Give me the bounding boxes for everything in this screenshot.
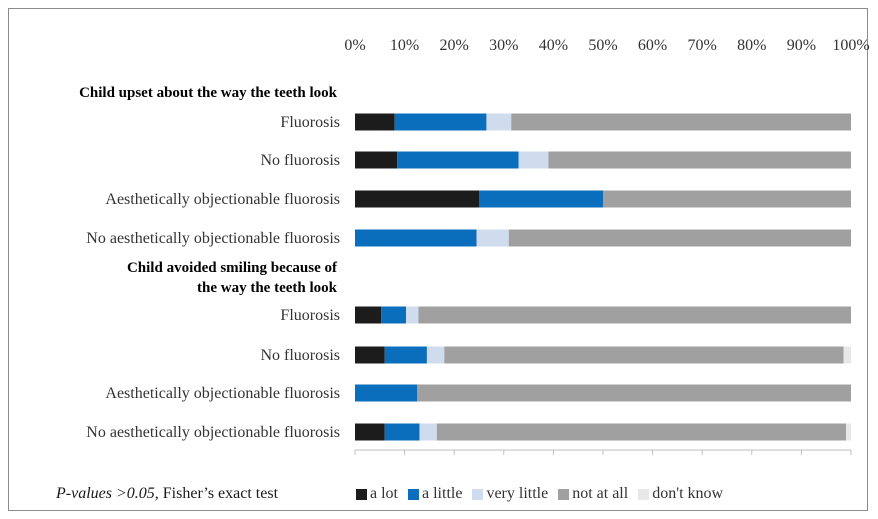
bar-segment bbox=[518, 151, 549, 169]
x-tick-label: 0% bbox=[344, 37, 365, 54]
category-label: No fluorosis bbox=[260, 152, 340, 169]
legend-item: don't know bbox=[638, 485, 723, 503]
legend-label: a lot bbox=[370, 485, 398, 502]
section-title: Child upset about the way the teeth look bbox=[79, 85, 338, 101]
bar-segment bbox=[406, 306, 419, 324]
bar-segment bbox=[355, 151, 398, 169]
category-label: No fluorosis bbox=[260, 347, 340, 364]
bar-segment bbox=[355, 384, 417, 402]
footnote: P-values >0.05, Fisher’s exact test bbox=[56, 485, 278, 503]
x-tick-label: 50% bbox=[588, 37, 617, 54]
bar-segment bbox=[444, 346, 844, 364]
legend-label: not at all bbox=[572, 485, 629, 502]
category-label: Fluorosis bbox=[280, 114, 340, 131]
legend: a lot a little very little not at all don't … bbox=[356, 485, 733, 503]
bar-segment bbox=[384, 423, 420, 441]
bar-segment bbox=[508, 229, 851, 247]
legend-label: very little bbox=[486, 485, 549, 502]
bar-segment bbox=[846, 423, 851, 441]
x-tick-label: 90% bbox=[787, 37, 816, 54]
legend-item: not at all bbox=[558, 485, 628, 503]
bar-segment bbox=[394, 113, 487, 131]
bar-segment bbox=[476, 229, 509, 247]
bar-segment bbox=[426, 346, 445, 364]
bar-segment bbox=[436, 423, 847, 441]
bar-segment bbox=[381, 306, 407, 324]
x-tick-label: 70% bbox=[688, 37, 717, 54]
section-title: the way the teeth look bbox=[197, 280, 338, 296]
bar-segment bbox=[419, 423, 437, 441]
bar-segment bbox=[548, 151, 851, 169]
bar-segment bbox=[479, 190, 603, 208]
x-tick-label: 100% bbox=[832, 37, 869, 54]
x-tick-label: 60% bbox=[638, 37, 667, 54]
x-tick-label: 10% bbox=[390, 37, 419, 54]
category-label: Aesthetically objectionable fluorosis bbox=[105, 385, 340, 402]
legend-label: a little bbox=[422, 485, 463, 502]
bar-segment bbox=[603, 190, 851, 208]
bar-segment bbox=[355, 346, 385, 364]
bar-segment bbox=[384, 346, 427, 364]
legend-item: very little bbox=[472, 485, 548, 503]
bar-segment bbox=[486, 113, 512, 131]
legend-item: a little bbox=[408, 485, 462, 503]
bar-segment bbox=[355, 229, 477, 247]
legend-label: don't know bbox=[652, 485, 724, 502]
x-tick-label: 30% bbox=[489, 37, 518, 54]
bar-segment bbox=[355, 423, 385, 441]
legend-swatch bbox=[638, 488, 650, 500]
legend-swatch bbox=[408, 488, 419, 500]
category-label: No aesthetically objectionable fluorosis bbox=[86, 230, 340, 247]
category-label: No aesthetically objectionable fluorosis bbox=[86, 424, 340, 441]
category-label: Fluorosis bbox=[280, 307, 340, 324]
x-tick-label: 80% bbox=[737, 37, 766, 54]
legend-swatch bbox=[472, 488, 484, 500]
bar-segment bbox=[417, 384, 851, 402]
x-tick-label: 20% bbox=[440, 37, 469, 54]
x-tick-label: 40% bbox=[539, 37, 568, 54]
section-title: Child avoided smiling because of bbox=[127, 260, 338, 276]
category-label: Aesthetically objectionable fluorosis bbox=[105, 191, 340, 208]
bar-segment bbox=[355, 190, 479, 208]
bar-segment bbox=[355, 306, 382, 324]
legend-swatch bbox=[356, 488, 367, 500]
legend-item: a lot bbox=[356, 485, 398, 503]
bar-segment bbox=[397, 151, 519, 169]
bar-segment bbox=[418, 306, 851, 324]
bar-segment bbox=[843, 346, 851, 364]
legend-swatch bbox=[558, 488, 570, 500]
bar-segment bbox=[355, 113, 395, 131]
test-text: , Fisher’s exact test bbox=[154, 485, 279, 502]
bar-segment bbox=[511, 113, 851, 131]
pvalue-text: P-values >0.05 bbox=[56, 485, 155, 502]
